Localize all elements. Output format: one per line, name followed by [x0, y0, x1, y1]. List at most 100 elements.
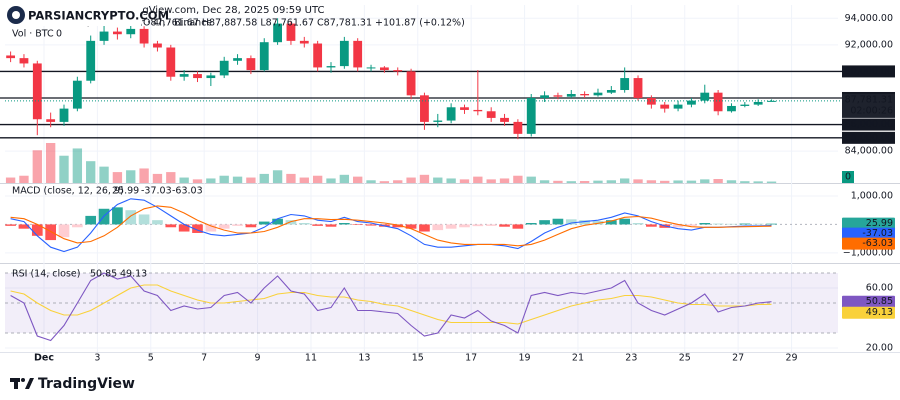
volume-bar [19, 175, 29, 183]
signal-tag-bg [842, 237, 895, 250]
candle-body [420, 95, 429, 122]
candle-body [553, 95, 563, 97]
rsi-line [10, 272, 772, 342]
candle-body [620, 78, 630, 91]
macd-histogram-bar [579, 220, 590, 225]
rsi-tag: 50.85 [866, 296, 893, 307]
macd-histogram-bar [499, 224, 510, 227]
volume-bar [566, 181, 576, 183]
candle-body [500, 117, 509, 122]
volume-bar [393, 180, 403, 183]
x-tick-label: 3 [94, 353, 100, 364]
x-tick-label: 23 [625, 353, 637, 364]
candle-body [313, 43, 323, 68]
macd-histogram-bar [552, 218, 564, 225]
tv-icon [21, 378, 25, 382]
volume-bar [646, 180, 657, 183]
macd-histogram-bar [686, 224, 697, 226]
candle-body [72, 80, 82, 109]
candle-body [687, 100, 696, 105]
candle-body [700, 92, 710, 101]
rsi-ma-tag: 49.13 [866, 307, 893, 318]
candle-body [526, 97, 536, 134]
macd-histogram-bar [405, 224, 417, 229]
candle-body [473, 109, 483, 112]
volume-bar [259, 173, 269, 183]
volume-bar [219, 175, 229, 183]
volume-bar [673, 180, 683, 183]
macd-histogram-bar [258, 221, 270, 225]
legend-value: -63.03 [172, 186, 203, 197]
volume-bar [192, 179, 203, 183]
candle-body [379, 67, 389, 71]
level-label-bg [842, 65, 895, 78]
macd-histogram-bar [525, 223, 537, 225]
volume-bar [246, 177, 256, 183]
volume-bar [32, 150, 42, 183]
candle-body [673, 104, 683, 109]
macd-histogram-bar [619, 218, 631, 225]
macd-histogram-bar [472, 224, 484, 227]
macd-tag-bg [842, 227, 895, 240]
candle-body [6, 55, 16, 59]
candle-body [646, 97, 656, 105]
level-label-bg [842, 131, 895, 144]
volume-bar [753, 181, 763, 183]
candle-body [299, 40, 309, 44]
macd-histogram-bar [565, 219, 577, 225]
tv-icon [14, 378, 18, 389]
macd-histogram-bar [672, 224, 684, 228]
macd-histogram-bar [31, 224, 43, 236]
volume-bar [99, 166, 109, 183]
candle-body [727, 105, 736, 112]
candle-body [259, 42, 269, 71]
volume-bar [299, 177, 309, 183]
rsi-ma-line [10, 284, 772, 325]
candle-body [406, 71, 416, 96]
macd-histogram-bar [138, 214, 150, 225]
volume-bar [152, 173, 163, 183]
volume-bar [45, 143, 56, 183]
candle-body [339, 40, 349, 67]
volume-bar [379, 181, 390, 183]
volume-tag-bg [842, 171, 854, 183]
candle-body [179, 74, 189, 77]
candle-body [606, 90, 616, 93]
macd-histogram-bar [339, 223, 350, 225]
watermark: TradingView.com, Dec 28, 2025 09:59 UTC [111, 5, 324, 16]
x-tick-label: 15 [412, 353, 424, 364]
candle-body [59, 108, 69, 122]
legend-value: 49.13 [120, 269, 147, 280]
candle-body [46, 119, 56, 122]
macd-histogram-bar [58, 224, 70, 238]
macd-histogram-bar [646, 224, 657, 227]
x-tick-label: 29 [785, 353, 797, 364]
candle-body [633, 78, 643, 98]
logo-icon-inner [12, 11, 20, 19]
candle-body [193, 74, 202, 79]
histogram-tag-bg [842, 217, 895, 230]
volume-bar [593, 180, 603, 183]
volume-bar [766, 181, 777, 183]
macd-histogram-bar [312, 224, 323, 226]
candle-body [246, 58, 256, 71]
candle-body [740, 104, 750, 106]
candle-body [460, 107, 469, 110]
macd-histogram-bar [485, 224, 497, 226]
macd-histogram-bar [392, 224, 404, 228]
volume-bar [126, 170, 136, 183]
volume-bar [539, 180, 550, 183]
volume-bar [286, 173, 296, 183]
candle-body [99, 31, 109, 41]
candle-body [660, 104, 670, 109]
footer-logo: TradingView [10, 376, 135, 392]
level-label: 90,000.00 [845, 66, 893, 77]
volume-bar [713, 179, 723, 183]
y-tick-label: 92,000.00 [845, 39, 893, 50]
legend-value: -37.03 [141, 186, 172, 197]
candle-body [86, 40, 96, 81]
volume-bar [606, 180, 617, 183]
logo-text: PARSIANCRYPTO.COM [28, 9, 169, 23]
macd-histogram-bar [72, 224, 83, 228]
rsi-ma-tag-bg [842, 306, 895, 319]
